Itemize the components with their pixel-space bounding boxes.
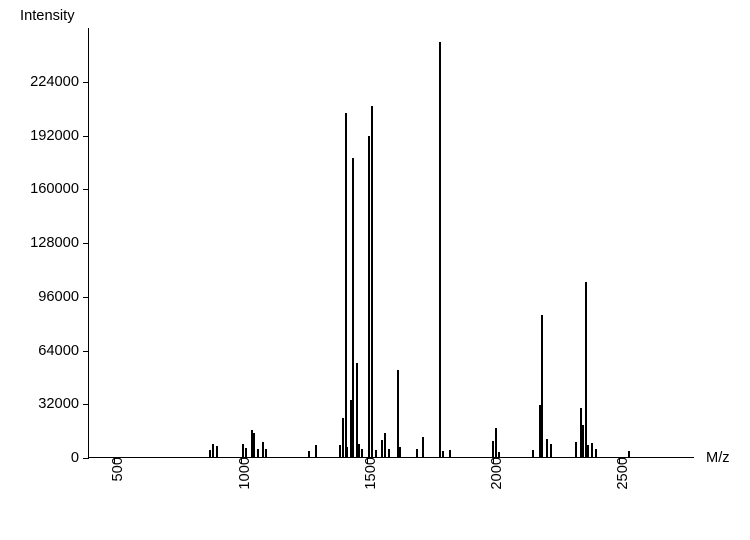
x-tick-label: 500: [102, 457, 126, 481]
spectrum-peak: [345, 113, 347, 457]
spectrum-peak: [546, 439, 548, 457]
spectrum-peak: [416, 449, 418, 457]
spectrum-peak: [628, 451, 630, 457]
spectrum-peak: [439, 42, 441, 457]
spectrum-peak: [495, 428, 497, 457]
spectrum-peak: [265, 449, 267, 457]
spectrum-peak: [397, 370, 399, 457]
spectrum-peak: [368, 136, 370, 457]
spectrum-peak: [582, 425, 584, 457]
spectrum-peak: [339, 445, 341, 457]
spectrum-peak: [399, 447, 401, 457]
spectrum-peak: [352, 158, 354, 457]
spectrum-peak: [575, 442, 577, 457]
y-tick-label: 192000: [30, 128, 89, 144]
y-tick-label: 128000: [30, 235, 89, 251]
spectrum-peak: [371, 106, 373, 457]
spectrum-peak: [585, 282, 587, 457]
spectrum-peak: [388, 449, 390, 457]
spectrum-peak: [209, 450, 211, 457]
spectrum-peak: [346, 447, 348, 457]
x-tick-label: 2500: [607, 457, 631, 490]
spectrum-peak: [253, 433, 255, 457]
y-tick-label: 0: [71, 450, 89, 466]
spectrum-peak: [422, 437, 424, 457]
spectrum-peak: [381, 440, 383, 457]
spectrum-peak: [587, 445, 589, 457]
spectrum-peak: [541, 315, 543, 457]
spectrum-peak: [315, 445, 317, 457]
y-axis-label: Intensity: [20, 8, 75, 24]
y-tick-label: 160000: [30, 181, 89, 197]
spectrum-peak: [498, 452, 500, 457]
spectrum-peak: [595, 449, 597, 457]
spectrum-peak: [384, 433, 386, 457]
x-tick-label: 1500: [355, 457, 379, 490]
y-tick-label: 224000: [30, 74, 89, 90]
y-tick-label: 64000: [38, 343, 89, 359]
spectrum-peak: [375, 450, 377, 457]
x-axis-label: M/z: [706, 450, 730, 466]
y-tick-label: 96000: [38, 289, 89, 305]
mass-spectrum-figure: Intensity M/z 03200064000960001280001600…: [0, 0, 750, 540]
spectrum-peak: [361, 449, 363, 457]
spectrum-peak: [262, 442, 264, 457]
y-tick-label: 32000: [38, 396, 89, 412]
x-tick-label: 2000: [481, 457, 505, 490]
plot-area: 0320006400096000128000160000192000224000…: [88, 28, 694, 458]
x-tick-label: 1000: [229, 457, 253, 490]
spectrum-peak: [532, 450, 534, 457]
spectrum-peak: [550, 444, 552, 457]
spectrum-peak: [245, 448, 247, 457]
spectrum-peak: [442, 451, 444, 457]
spectrum-peak: [242, 444, 244, 457]
spectrum-peak: [308, 451, 310, 457]
spectrum-peak: [449, 450, 451, 457]
spectrum-peak: [257, 449, 259, 457]
spectrum-peak: [358, 444, 360, 457]
spectrum-peak: [591, 443, 593, 457]
spectrum-peak: [216, 446, 218, 457]
spectrum-peak: [212, 444, 214, 457]
